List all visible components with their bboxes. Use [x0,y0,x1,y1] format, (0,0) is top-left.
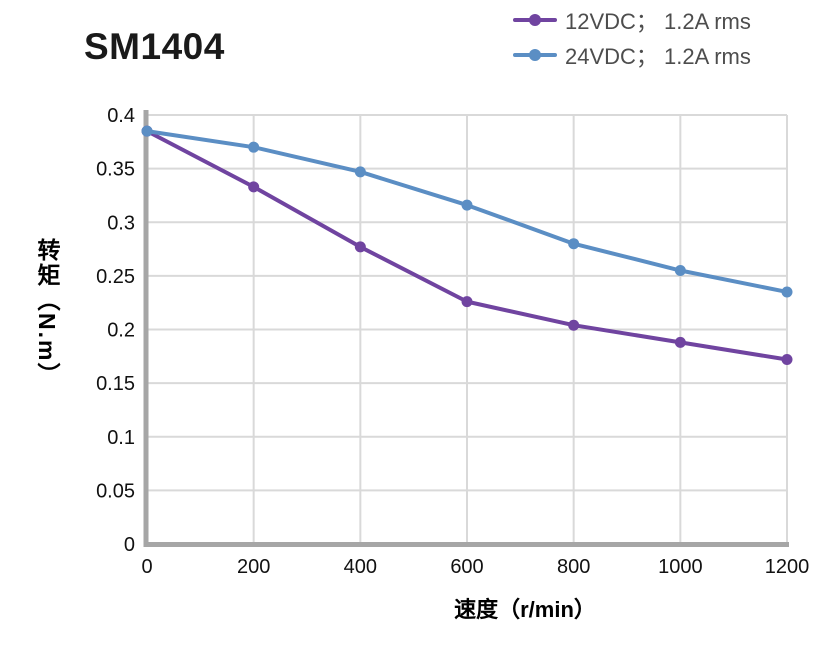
y-tick-label: 0.2 [107,320,135,342]
y-tick-label: 0 [124,534,135,556]
x-tick-label: 0 [141,556,152,578]
x-axis-title: 速度（r/min） [454,597,596,622]
y-tick-label: 0.15 [96,373,135,395]
x-tick-label: 400 [344,556,377,578]
x-tick-label: 1000 [658,556,703,578]
data-point [674,336,686,348]
x-tick-label: 200 [237,556,270,578]
data-point [461,296,473,308]
y-tick-label: 0.25 [96,266,135,288]
series-marker-icon [513,48,557,61]
y-axis-title: 转矩（N.m） [34,238,60,388]
legend-label-12vdc: 12VDC； 1.2A rms [565,8,751,34]
data-point [568,238,580,250]
y-tick-label: 0.4 [107,105,135,127]
legend-dot-swatch [529,48,541,61]
x-tick-label: 600 [450,556,483,578]
y-tick-label: 0.1 [107,427,135,449]
data-point [461,199,473,211]
data-point [354,241,366,253]
legend-label-24vdc: 24VDC； 1.2A rms [565,43,751,69]
data-point [141,125,153,137]
legend: 12VDC； 1.2A rms 24VDC； 1.2A rms [513,2,751,72]
data-point [781,286,793,298]
legend-item-12vdc: 12VDC； 1.2A rms [513,2,751,37]
data-point [354,166,366,178]
y-tick-label: 0.35 [96,159,135,181]
chart-title: SM1404 [84,26,225,67]
series-marker-icon [513,13,557,26]
x-tick-label: 1200 [765,556,810,578]
data-point [248,141,260,153]
x-tick-label: 800 [557,556,590,578]
legend-item-24vdc: 24VDC； 1.2A rms [513,37,751,72]
data-point [248,181,260,193]
data-point [568,319,580,331]
y-tick-label: 0.3 [107,212,135,234]
data-point [781,354,793,366]
data-point [674,265,686,277]
legend-dot-swatch [529,13,541,26]
y-tick-label: 0.05 [96,480,135,502]
